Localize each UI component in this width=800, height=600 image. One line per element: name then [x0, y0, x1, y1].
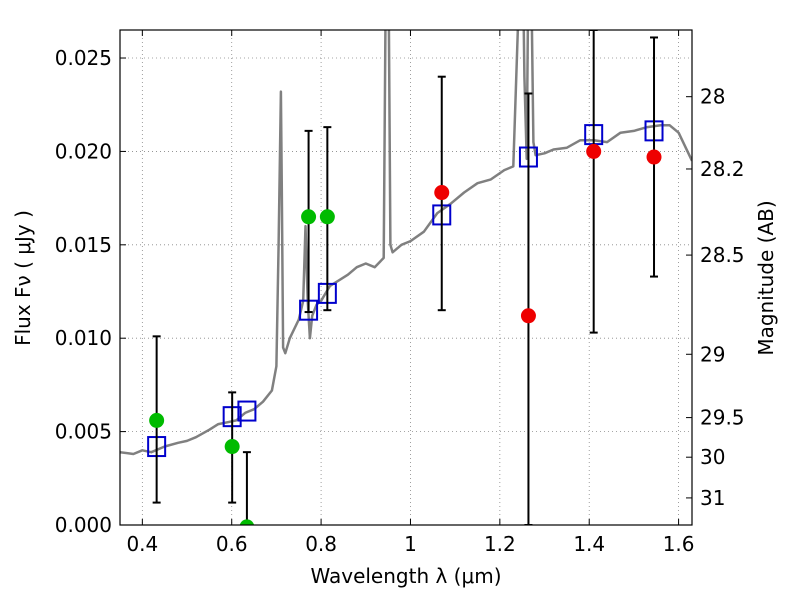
x-tick-label: 0.4 [126, 532, 158, 556]
x-axis-label: Wavelength λ (μm) [310, 564, 501, 588]
y-tick-label: 0.020 [55, 139, 112, 163]
y2-tick-label: 28.5 [700, 243, 745, 267]
y-tick-labels: 0.000 0.005 0.010 0.015 0.020 0.025 [55, 46, 112, 537]
y-tick-label: 0.000 [55, 513, 112, 537]
y-axis-label: Flux Fν ( μJy ) [11, 210, 35, 346]
y-tick-label: 0.010 [55, 326, 112, 350]
y2-tick-label: 28 [700, 85, 725, 109]
green-data-point [301, 209, 317, 225]
green-data-point [149, 412, 165, 428]
x-tick-labels: 0.4 0.6 0.8 1 1.2 1.4 1.6 [126, 532, 694, 556]
x-tick-label: 0.8 [305, 532, 337, 556]
grid [120, 30, 692, 525]
x-tick-label: 1 [404, 532, 417, 556]
y-tick-label: 0.005 [55, 420, 112, 444]
x-tick-label: 0.6 [216, 532, 248, 556]
x-tick-label: 1.6 [663, 532, 695, 556]
green-data-point [239, 519, 255, 525]
x-tick-label: 1.4 [573, 532, 605, 556]
y2-tick-label: 30 [700, 445, 725, 469]
plot-frame [119, 29, 693, 526]
red-data-point [520, 308, 536, 324]
y2-tick-label: 29.5 [700, 406, 745, 430]
red-data-point [646, 149, 662, 165]
y2-tick-label: 29 [700, 342, 725, 366]
green-data-point [224, 439, 240, 455]
y2-tick-labels: 28 28.2 28.5 29 29.5 30 31 [700, 85, 745, 510]
y2-axis-label: Magnitude (AB) [754, 200, 778, 355]
spectrum-line [120, 30, 692, 456]
axis-ticks [120, 30, 692, 526]
y-tick-label: 0.015 [55, 233, 112, 257]
x-tick-label: 1.2 [484, 532, 516, 556]
model-box [237, 400, 257, 422]
y-tick-label: 0.025 [55, 46, 112, 70]
plot-area [120, 30, 692, 525]
y2-tick-label: 31 [700, 486, 725, 510]
green-data-point [319, 209, 335, 225]
y2-tick-label: 28.2 [700, 157, 745, 181]
red-data-point [586, 143, 602, 159]
red-data-point [434, 185, 450, 201]
